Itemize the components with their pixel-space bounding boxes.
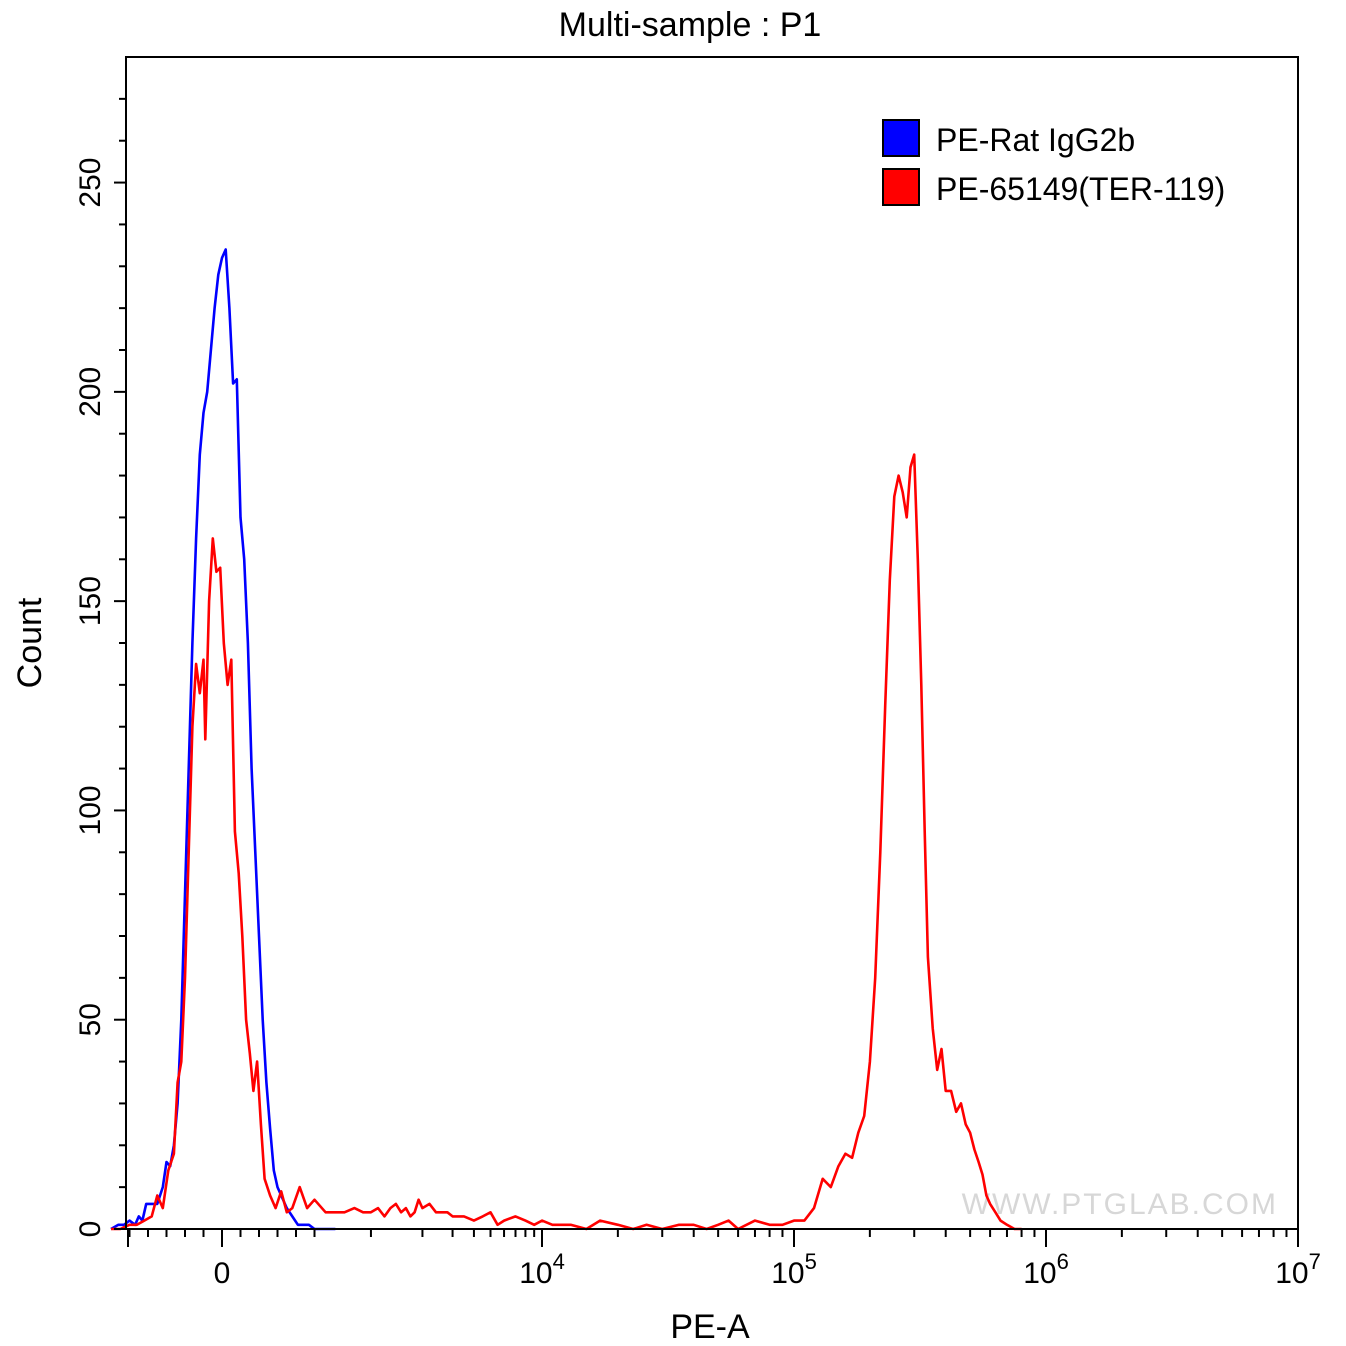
x-tick-label: 0 (214, 1257, 231, 1290)
x-tick-label: 105 (771, 1249, 817, 1290)
y-tick-label: 250 (74, 158, 107, 208)
legend-label: PE-Rat IgG2b (936, 122, 1135, 158)
y-tick-label: 200 (74, 367, 107, 417)
series-line-pe-rat-igg2b (110, 248, 336, 1231)
x-axis-label: PE-A (670, 1308, 750, 1346)
y-tick-label: 50 (74, 1003, 107, 1036)
x-tick-label: 107 (1275, 1249, 1321, 1290)
legend-swatch (882, 168, 920, 206)
x-tick-label: 106 (1023, 1249, 1069, 1290)
legend-label: PE-65149(TER-119) (936, 171, 1225, 207)
chart-title: Multi-sample : P1 (559, 6, 822, 44)
plot-frame (125, 56, 1299, 1230)
y-tick-label: 0 (74, 1221, 107, 1238)
x-tick-label: 104 (519, 1249, 565, 1290)
y-tick-label: 150 (74, 576, 107, 626)
y-axis-label: Count (11, 597, 49, 688)
y-tick-label: 100 (74, 785, 107, 835)
watermark: WWW.PTGLAB.COM (962, 1188, 1278, 1221)
legend-swatch (882, 119, 920, 157)
series-line-pe-65149-ter-119- (111, 453, 1022, 1231)
